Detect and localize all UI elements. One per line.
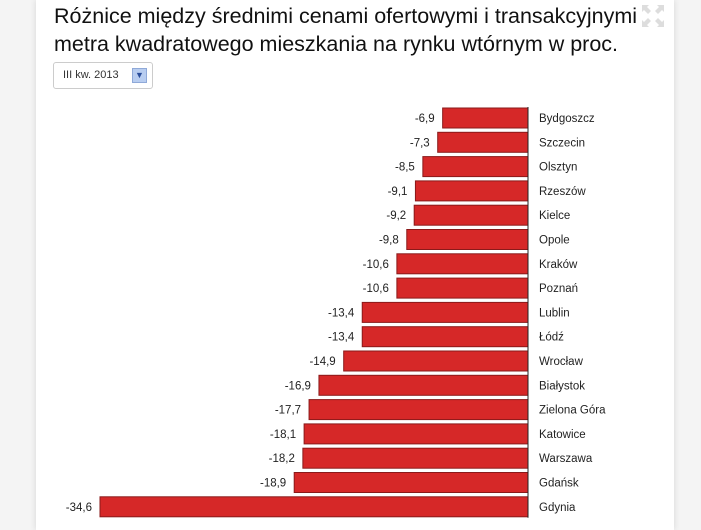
- category-label: Wrocław: [539, 356, 584, 368]
- bar-15: [293, 472, 529, 493]
- value-label: -10,6: [363, 283, 389, 295]
- title-line-2: metra kwadratowego mieszkania na rynku w…: [54, 32, 618, 56]
- value-label: -13,4: [328, 307, 355, 319]
- category-label: Szczecin: [539, 137, 585, 149]
- bar-12: [308, 399, 529, 421]
- category-label: Białystok: [539, 380, 585, 392]
- value-label: -17,7: [275, 405, 301, 417]
- bar-1: [437, 131, 529, 153]
- bar-2: [422, 156, 529, 178]
- bar-14: [302, 447, 529, 469]
- bar-9: [361, 326, 529, 348]
- category-label: Kraków: [539, 259, 578, 271]
- bar-8: [361, 301, 529, 323]
- bar-11: [318, 374, 529, 396]
- bar-13: [303, 423, 529, 445]
- category-label: Poznań: [539, 283, 578, 295]
- chart-title: Różnice między średnimi cenami ofertowym…: [54, 2, 637, 58]
- value-label: -9,8: [379, 235, 399, 247]
- value-label: -18,1: [270, 429, 296, 441]
- value-label: -10,6: [363, 259, 389, 271]
- category-label: Opole: [539, 235, 570, 247]
- category-label: Katowice: [539, 429, 586, 441]
- bar-4: [413, 204, 529, 226]
- bar-3: [414, 180, 529, 202]
- bar-6: [396, 253, 529, 275]
- bar-7: [396, 277, 529, 299]
- category-label: Lublin: [539, 307, 570, 319]
- bar-10: [343, 350, 529, 372]
- category-label: Łódź: [539, 332, 564, 344]
- title-line-1: Różnice między średnimi cenami ofertowym…: [54, 4, 638, 28]
- value-label: -34,6: [66, 502, 92, 514]
- value-label: -8,5: [395, 162, 415, 174]
- category-label: Olsztyn: [539, 162, 577, 174]
- value-label: -9,2: [386, 210, 406, 222]
- value-label: -7,3: [410, 137, 430, 149]
- value-label: -9,1: [388, 186, 408, 198]
- value-label: -13,4: [328, 332, 355, 344]
- chevron-down-icon: ▼: [132, 68, 147, 83]
- bar-0: [442, 107, 529, 129]
- category-label: Gdańsk: [539, 478, 579, 490]
- bar-16: [99, 496, 529, 518]
- period-select[interactable]: III kw. 2013 ▼: [53, 62, 153, 89]
- value-label: -6,9: [415, 113, 435, 125]
- category-label: Rzeszów: [539, 186, 586, 198]
- category-label: Kielce: [539, 210, 570, 222]
- value-label: -18,2: [269, 453, 295, 465]
- expand-icon[interactable]: [642, 5, 664, 27]
- category-label: Bydgoszcz: [539, 113, 595, 125]
- bar-5: [406, 229, 529, 250]
- period-select-value: III kw. 2013: [63, 69, 119, 81]
- value-label: -18,9: [260, 478, 286, 490]
- category-label: Warszawa: [539, 453, 593, 465]
- value-label: -16,9: [285, 380, 311, 392]
- category-label: Zielona Góra: [539, 405, 606, 417]
- value-label: -14,9: [309, 356, 335, 368]
- category-label: Gdynia: [539, 502, 576, 514]
